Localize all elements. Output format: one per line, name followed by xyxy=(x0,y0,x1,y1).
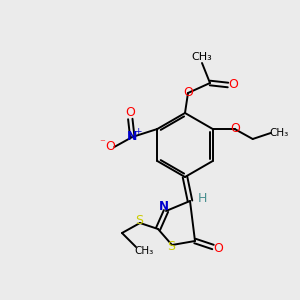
Text: CH₃: CH₃ xyxy=(134,246,154,256)
Text: ⁻: ⁻ xyxy=(99,138,105,148)
Text: S: S xyxy=(135,214,143,227)
Text: CH₃: CH₃ xyxy=(192,52,212,62)
Text: O: O xyxy=(228,79,238,92)
Text: N: N xyxy=(127,130,137,143)
Text: CH₃: CH₃ xyxy=(269,128,288,138)
Text: N: N xyxy=(159,200,169,214)
Text: O: O xyxy=(105,140,115,154)
Text: O: O xyxy=(125,106,135,118)
Text: O: O xyxy=(213,242,223,256)
Text: O: O xyxy=(183,86,193,100)
Text: H: H xyxy=(197,193,207,206)
Text: O: O xyxy=(230,122,240,136)
Text: +: + xyxy=(134,128,142,136)
Text: S: S xyxy=(167,239,175,253)
